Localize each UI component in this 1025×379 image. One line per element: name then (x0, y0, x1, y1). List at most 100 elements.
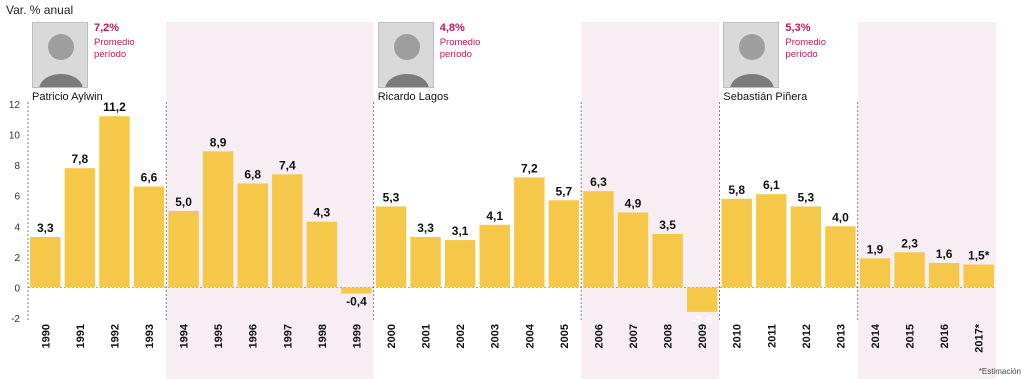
president-portrait (377, 22, 434, 88)
period-average-label: Promedio período (439, 37, 481, 60)
bar-value-label: 5,3 (798, 190, 815, 204)
x-category-label: 2002 (455, 324, 467, 348)
x-category-label: 1992 (109, 324, 121, 348)
bar-value-label: 3,5 (659, 218, 676, 232)
y-tick-label: 6 (14, 192, 20, 203)
bar-value-label: 1,5* (968, 249, 990, 263)
bar-value-label: 8,9 (210, 135, 227, 149)
bar-value-label: 7,8 (72, 152, 89, 166)
bar (928, 262, 960, 288)
x-category-label: 2014 (870, 323, 882, 348)
y-tick-label: 8 (14, 161, 20, 172)
bar-value-label: 4,0 (832, 210, 849, 224)
x-category-label: 1990 (40, 324, 52, 348)
bar (825, 226, 856, 288)
president-name: Patricio Aylwin (32, 91, 103, 103)
period-average-value: 4,8% (439, 22, 465, 34)
x-category-label: 1991 (75, 324, 87, 348)
y-tick-label: 0 (14, 283, 20, 294)
bar (237, 183, 268, 288)
x-category-label: 2012 (801, 324, 813, 348)
y-tick-label: 4 (14, 222, 20, 233)
president-portrait (723, 22, 780, 88)
bar-value-label: 2,3 (901, 236, 918, 250)
x-category-label: 2011 (766, 324, 778, 348)
x-category-label: 2003 (490, 324, 502, 348)
bar (168, 211, 199, 288)
x-category-label: 1999 (351, 324, 363, 348)
period-average-label: Promedio período (785, 37, 827, 60)
bar (859, 258, 891, 288)
bar-value-label: 6,6 (141, 171, 158, 185)
bar-value-label: 3,3 (37, 221, 54, 235)
bar-value-label: 7,4 (279, 158, 296, 172)
x-category-label: 2006 (593, 324, 605, 348)
bar (272, 174, 303, 288)
person-silhouette-icon (731, 34, 774, 87)
bar (410, 236, 441, 288)
bar (963, 264, 994, 288)
y-tick-label: 2 (14, 253, 20, 264)
bar (790, 206, 822, 288)
y-tick-label: -2 (11, 314, 20, 325)
bar-value-label: 5,0 (175, 195, 192, 209)
footnote: *Estimación (979, 367, 1021, 376)
bar (894, 252, 925, 288)
bar (756, 194, 787, 288)
x-category-label: 2007 (628, 324, 640, 348)
x-category-label: 2004 (524, 323, 536, 348)
bar-value-label: 4,3 (314, 206, 331, 220)
bar-value-label: 5,3 (383, 190, 400, 204)
x-category-label: 2000 (386, 324, 398, 348)
period-average-value: 7,2% (94, 22, 120, 34)
bar-value-label: -1,6 (692, 313, 713, 327)
x-category-label: 1998 (317, 324, 329, 348)
president-name: Sebastián Piñera (723, 91, 808, 103)
period-shade-5 (857, 22, 996, 379)
bar-value-label: 7,2 (521, 161, 538, 175)
bar-value-label: 6,8 (244, 167, 261, 181)
x-category-label: 2016 (939, 324, 951, 348)
bar-value-label: 1,6 (936, 247, 953, 261)
bar (306, 221, 338, 288)
x-category-label: 2009 (697, 324, 709, 348)
x-category-label: 1995 (213, 324, 225, 348)
bar-value-label: -0,4 (346, 295, 367, 309)
bar-value-label: 4,1 (486, 209, 503, 223)
period-shade-1 (166, 22, 374, 379)
bar-value-label: 11,2 (103, 100, 126, 114)
x-category-label: 2013 (835, 324, 847, 348)
x-category-label: 1997 (282, 324, 294, 348)
bar (686, 287, 718, 312)
x-category-label: 1994 (179, 323, 191, 348)
period-average-value: 5,3% (785, 22, 811, 34)
x-category-label: 2001 (421, 324, 433, 348)
bar (133, 186, 165, 288)
bar-value-label: 3,3 (417, 221, 434, 235)
president-name: Ricardo Lagos (377, 91, 449, 103)
unit-label: Var. % anual (6, 3, 74, 17)
bar (479, 224, 510, 288)
y-tick-label: 10 (9, 131, 21, 142)
bar-value-label: 5,8 (728, 183, 745, 197)
bar-value-label: 1,9 (867, 242, 884, 256)
president-portrait (32, 22, 88, 88)
bar (721, 198, 752, 288)
bar-value-label: 6,1 (763, 178, 780, 192)
bar (30, 236, 61, 288)
bar-value-label: 4,9 (625, 197, 642, 211)
x-category-label: 2015 (905, 324, 917, 348)
bar-value-label: 5,7 (556, 184, 573, 198)
bar (99, 116, 130, 288)
bar (444, 240, 476, 288)
bar (375, 206, 407, 288)
x-category-label: 2017* (974, 323, 986, 352)
bar (202, 151, 234, 288)
x-category-label: 2010 (732, 324, 744, 348)
bar-value-label: 6,3 (590, 175, 607, 189)
bar (652, 233, 683, 288)
person-silhouette-icon (385, 34, 429, 87)
bar (617, 212, 649, 288)
x-category-label: 1993 (144, 324, 156, 348)
